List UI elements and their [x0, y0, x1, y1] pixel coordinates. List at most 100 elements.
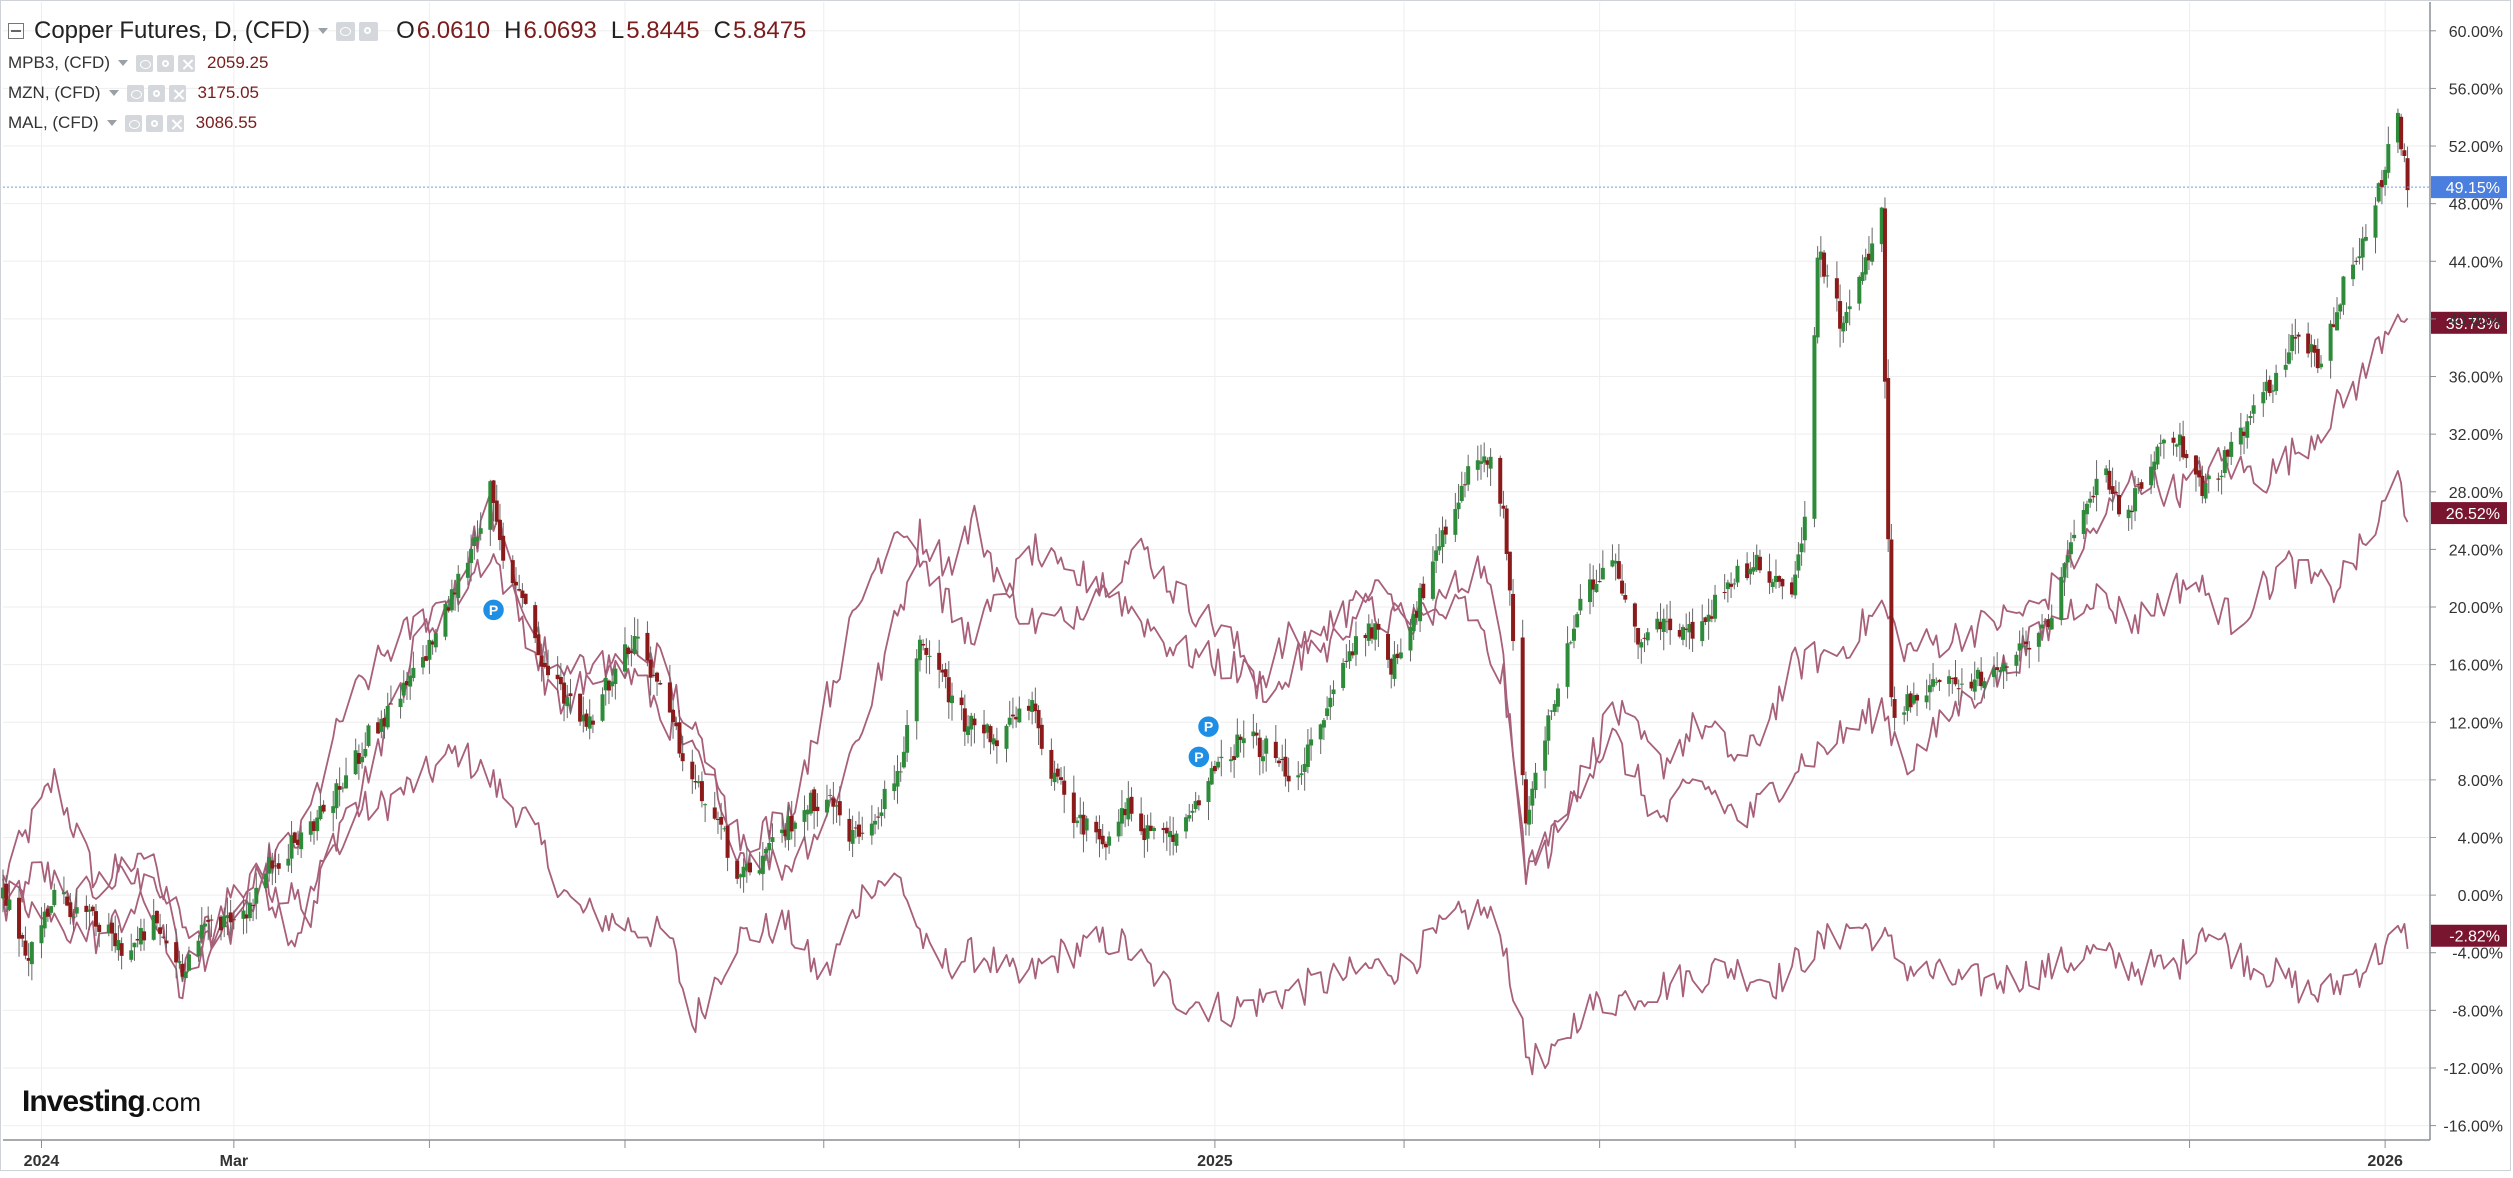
candle-down	[1014, 716, 1019, 720]
candle-up	[1347, 651, 1352, 662]
candle-up	[1680, 626, 1685, 640]
candle-up	[2357, 256, 2362, 259]
candle-up	[722, 828, 727, 830]
candle-up	[1664, 621, 1669, 623]
candle-up	[196, 940, 201, 957]
candle-down	[1414, 610, 1419, 618]
candle-up	[71, 916, 76, 919]
candle-up	[116, 940, 121, 951]
candle-up	[379, 718, 384, 732]
candle-down	[1892, 699, 1897, 718]
candle-down	[292, 832, 297, 843]
gear-icon[interactable]	[157, 54, 174, 72]
candle-up	[2373, 205, 2378, 238]
candle-up	[2386, 144, 2391, 173]
candle-down	[584, 713, 589, 727]
eye-icon[interactable]	[126, 84, 144, 102]
eye-icon[interactable]	[124, 114, 142, 132]
candle-down	[1950, 677, 1955, 679]
chevron-down-icon[interactable]	[108, 90, 119, 96]
candle-up	[1879, 207, 1884, 245]
candle-up	[1687, 623, 1692, 633]
candle-up	[2328, 323, 2333, 361]
overlay-label: MPB3, (CFD)	[8, 53, 110, 72]
candle-down	[946, 677, 951, 703]
collapse-legend-button[interactable]	[8, 23, 24, 39]
y-tick-label: 60.00%	[2449, 24, 2503, 41]
candle-up	[2261, 392, 2266, 404]
gear-icon[interactable]	[359, 21, 379, 41]
candle-down	[1123, 809, 1128, 816]
x-tick-label: 2024	[24, 1153, 60, 1170]
candle-down	[1882, 208, 1887, 382]
high-value: 6.0693	[523, 17, 597, 44]
investing-logo[interactable]: Investing.com	[22, 1085, 201, 1119]
candle-up	[635, 636, 640, 639]
y-tick-label: 40.00%	[2449, 312, 2503, 329]
candle-down	[1257, 737, 1262, 758]
candle-up	[1206, 781, 1211, 802]
candle-up	[478, 528, 483, 534]
candle-up	[2177, 434, 2182, 446]
candle-up	[1931, 679, 1936, 687]
candle-up	[1844, 311, 1849, 324]
candle-up	[1151, 827, 1156, 831]
chevron-down-icon[interactable]	[118, 60, 128, 66]
candle-up	[1084, 818, 1089, 831]
candle-up	[2219, 475, 2224, 478]
candle-up	[1260, 756, 1265, 762]
candle-up	[456, 573, 461, 598]
gear-icon[interactable]	[147, 84, 165, 102]
candle-up	[465, 562, 470, 578]
candle-up	[1847, 306, 1852, 310]
close-icon[interactable]	[166, 114, 184, 132]
candle-up	[433, 633, 438, 648]
candle-up	[1241, 738, 1246, 744]
close-icon[interactable]	[178, 54, 195, 72]
candle-up	[360, 756, 365, 763]
candle-down	[2226, 449, 2231, 457]
candle-up	[1392, 654, 1397, 679]
close-value: 5.8475	[733, 17, 807, 44]
y-tick-label: 4.00%	[2458, 830, 2503, 847]
candle-down	[2296, 334, 2301, 337]
candle-up	[828, 794, 833, 796]
candle-down	[228, 912, 233, 923]
candle-down	[536, 634, 541, 656]
candle-down	[1729, 583, 1734, 587]
candle-up	[331, 806, 336, 813]
candle-down	[2197, 470, 2202, 478]
chevron-down-icon[interactable]	[318, 28, 329, 34]
close-icon[interactable]	[168, 84, 186, 102]
candle-down	[119, 943, 124, 956]
candle-down	[1350, 651, 1355, 656]
price-badge	[2431, 924, 2507, 947]
candle-down	[645, 632, 650, 661]
candle-down	[1148, 825, 1153, 831]
candle-down	[1055, 768, 1060, 777]
chevron-down-icon[interactable]	[106, 120, 117, 126]
candle-up	[247, 902, 252, 919]
candle-up	[770, 837, 775, 843]
gear-icon[interactable]	[145, 114, 163, 132]
candle-up	[1735, 565, 1740, 583]
candle-down	[1504, 508, 1509, 554]
candle-up	[824, 799, 829, 813]
eye-icon[interactable]	[136, 54, 153, 72]
candle-down	[837, 801, 842, 816]
candle-down	[158, 927, 163, 934]
candle-up	[1818, 251, 1823, 260]
candle-down	[501, 535, 506, 561]
eye-icon[interactable]	[336, 21, 356, 41]
candle-down	[497, 519, 502, 541]
candle-up	[340, 787, 345, 789]
candle-up	[1870, 243, 1875, 262]
candle-up	[1732, 583, 1737, 585]
candle-up	[138, 928, 143, 945]
candle-up	[764, 849, 769, 854]
candle-up	[1924, 695, 1929, 703]
candle-down	[2110, 486, 2115, 495]
candle-down	[1462, 484, 1467, 486]
candle-up	[183, 971, 188, 979]
